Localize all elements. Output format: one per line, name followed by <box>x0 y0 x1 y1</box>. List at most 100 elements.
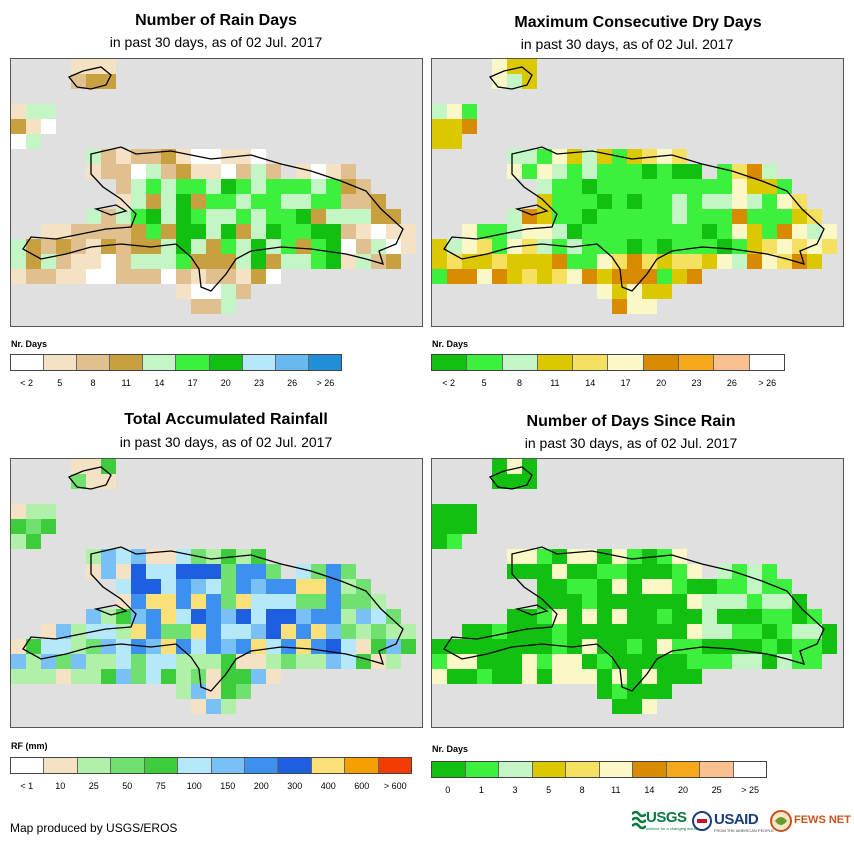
grid-cell <box>612 254 627 269</box>
grid-cell <box>567 179 582 194</box>
grid-cell <box>537 149 552 164</box>
grid-cell <box>462 224 477 239</box>
grid-cell <box>687 179 702 194</box>
island-coastline <box>514 204 549 216</box>
grid-cell <box>597 564 612 579</box>
usgs-logo: USGS science for a changing world <box>632 808 697 836</box>
legend-label: > 25 <box>741 785 760 795</box>
grid-cell <box>191 699 206 714</box>
grid-cell <box>371 609 386 624</box>
grid-cell <box>86 149 101 164</box>
grid-cell <box>221 564 236 579</box>
grid-cell <box>116 149 131 164</box>
grid-cell <box>176 624 191 639</box>
grid-cell <box>161 609 176 624</box>
legend-label: > 600 <box>383 781 407 791</box>
grid-cell <box>627 624 642 639</box>
grid-cell <box>251 239 266 254</box>
grid-cell <box>311 209 326 224</box>
grid-cell <box>597 669 612 684</box>
grid-cell <box>281 609 296 624</box>
grid-cell <box>507 669 522 684</box>
legend-swatch <box>311 758 346 773</box>
grid-cell <box>131 564 146 579</box>
grid-cell <box>477 654 492 669</box>
grid-cell <box>627 564 642 579</box>
legend-label: > 26 <box>316 378 335 388</box>
grid-cell <box>612 579 627 594</box>
grid-cell <box>56 254 71 269</box>
grid-cell <box>221 684 236 699</box>
grid-cell <box>41 519 56 534</box>
grid-cell <box>11 654 26 669</box>
grid-cell <box>642 669 657 684</box>
legend-label: 11 <box>121 378 131 388</box>
map-canvas <box>432 459 837 714</box>
grid-cell <box>567 624 582 639</box>
grid-cell <box>71 224 86 239</box>
grid-cell <box>236 594 251 609</box>
grid-cell <box>131 194 146 209</box>
grid-cell <box>672 149 687 164</box>
grid-cell <box>777 609 792 624</box>
grid-cell <box>206 269 221 284</box>
grid-cell <box>522 669 537 684</box>
grid-cell <box>101 654 116 669</box>
grid-cell <box>732 224 747 239</box>
grid-cell <box>792 224 807 239</box>
grid-cell <box>567 549 582 564</box>
grid-cell <box>492 639 507 654</box>
grid-cell <box>236 269 251 284</box>
grid-cell <box>642 164 657 179</box>
grid-cell <box>41 624 56 639</box>
grid-cell <box>251 164 266 179</box>
grid-cell <box>221 179 236 194</box>
legend-swatch <box>573 355 609 370</box>
grid-cell <box>657 239 672 254</box>
grid-cell <box>447 239 462 254</box>
panel-4-legend-title: Nr. Days <box>432 744 469 754</box>
grid-cell <box>296 254 311 269</box>
grid-cell <box>266 164 281 179</box>
grid-cell <box>266 609 281 624</box>
grid-cell <box>777 194 792 209</box>
grid-cell <box>326 579 341 594</box>
logo-strip: USGS science for a changing world USAID … <box>632 808 851 836</box>
grid-cell <box>612 239 627 254</box>
grid-cell <box>356 194 371 209</box>
legend-label: 17 <box>187 378 198 388</box>
days-since-rain-map <box>431 458 844 728</box>
legend-label: 5 <box>481 378 487 388</box>
hispaniola-coastline <box>443 146 825 292</box>
grid-cell <box>161 594 176 609</box>
grid-cell <box>311 179 326 194</box>
grid-cell <box>101 239 116 254</box>
grid-cell <box>281 209 296 224</box>
grid-cell <box>116 254 131 269</box>
grid-cell <box>522 624 537 639</box>
legend-label: 23 <box>691 378 702 388</box>
grid-cell <box>116 549 131 564</box>
grid-cell <box>522 269 537 284</box>
grid-cell <box>657 284 672 299</box>
grid-cell <box>567 564 582 579</box>
grid-cell <box>26 104 41 119</box>
grid-cell <box>717 254 732 269</box>
grid-cell <box>146 564 161 579</box>
grid-cell <box>251 654 266 669</box>
panel-3-legend-labels: < 1 10 25 50 75 100 150 200 300 400 600 > 600 <box>10 781 412 793</box>
grid-cell <box>732 179 747 194</box>
grid-cell <box>582 594 597 609</box>
grid-cell <box>597 624 612 639</box>
grid-cell <box>537 654 552 669</box>
grid-cell <box>747 254 762 269</box>
grid-cell <box>612 594 627 609</box>
grid-cell <box>176 209 191 224</box>
grid-cell <box>371 654 386 669</box>
grid-cell <box>687 609 702 624</box>
grid-cell <box>747 624 762 639</box>
legend-label: 8 <box>516 378 523 388</box>
grid-cell <box>41 239 56 254</box>
grid-cell <box>86 549 101 564</box>
grid-cell <box>747 164 762 179</box>
